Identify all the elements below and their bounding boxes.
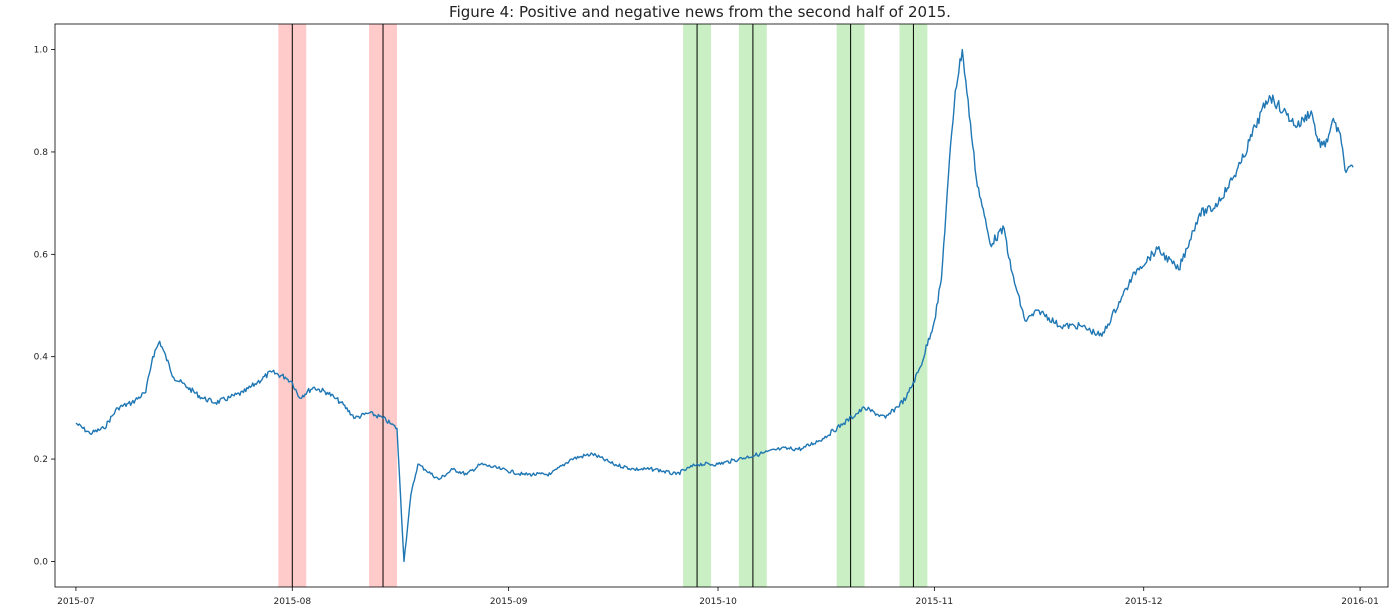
x-tick-label-6: 2016-01	[1341, 597, 1379, 607]
chart-title: Figure 4: Positive and negative news fro…	[449, 3, 951, 21]
y-tick-label-3: 0.6	[34, 250, 49, 260]
y-tick-label-1: 0.2	[34, 455, 48, 465]
x-tick-label-1: 2015-08	[273, 597, 311, 607]
y-tick-label-5: 1.0	[34, 46, 49, 56]
y-tick-label-0: 0.0	[34, 557, 49, 567]
x-tick-label-5: 2015-12	[1125, 597, 1163, 607]
news-spans	[278, 24, 928, 587]
price-series	[75, 48, 1354, 563]
x-tick-label-0: 2015-07	[57, 597, 95, 607]
x-tick-label-3: 2015-10	[699, 597, 737, 607]
x-axis: 2015-07 2015-08 2015-09 2015-10 2015-11 2015-…	[57, 587, 1379, 607]
x-tick-label-4: 2015-11	[916, 597, 954, 607]
series-line-0	[75, 48, 1354, 563]
plot-frame	[54, 23, 1389, 588]
x-tick-label-2: 2015-09	[490, 597, 528, 607]
y-axis: 0.0 0.2 0.4 0.6 0.8 1.0	[34, 46, 55, 567]
y-tick-label-4: 0.8	[34, 148, 49, 158]
y-tick-label-2: 0.4	[34, 353, 49, 363]
